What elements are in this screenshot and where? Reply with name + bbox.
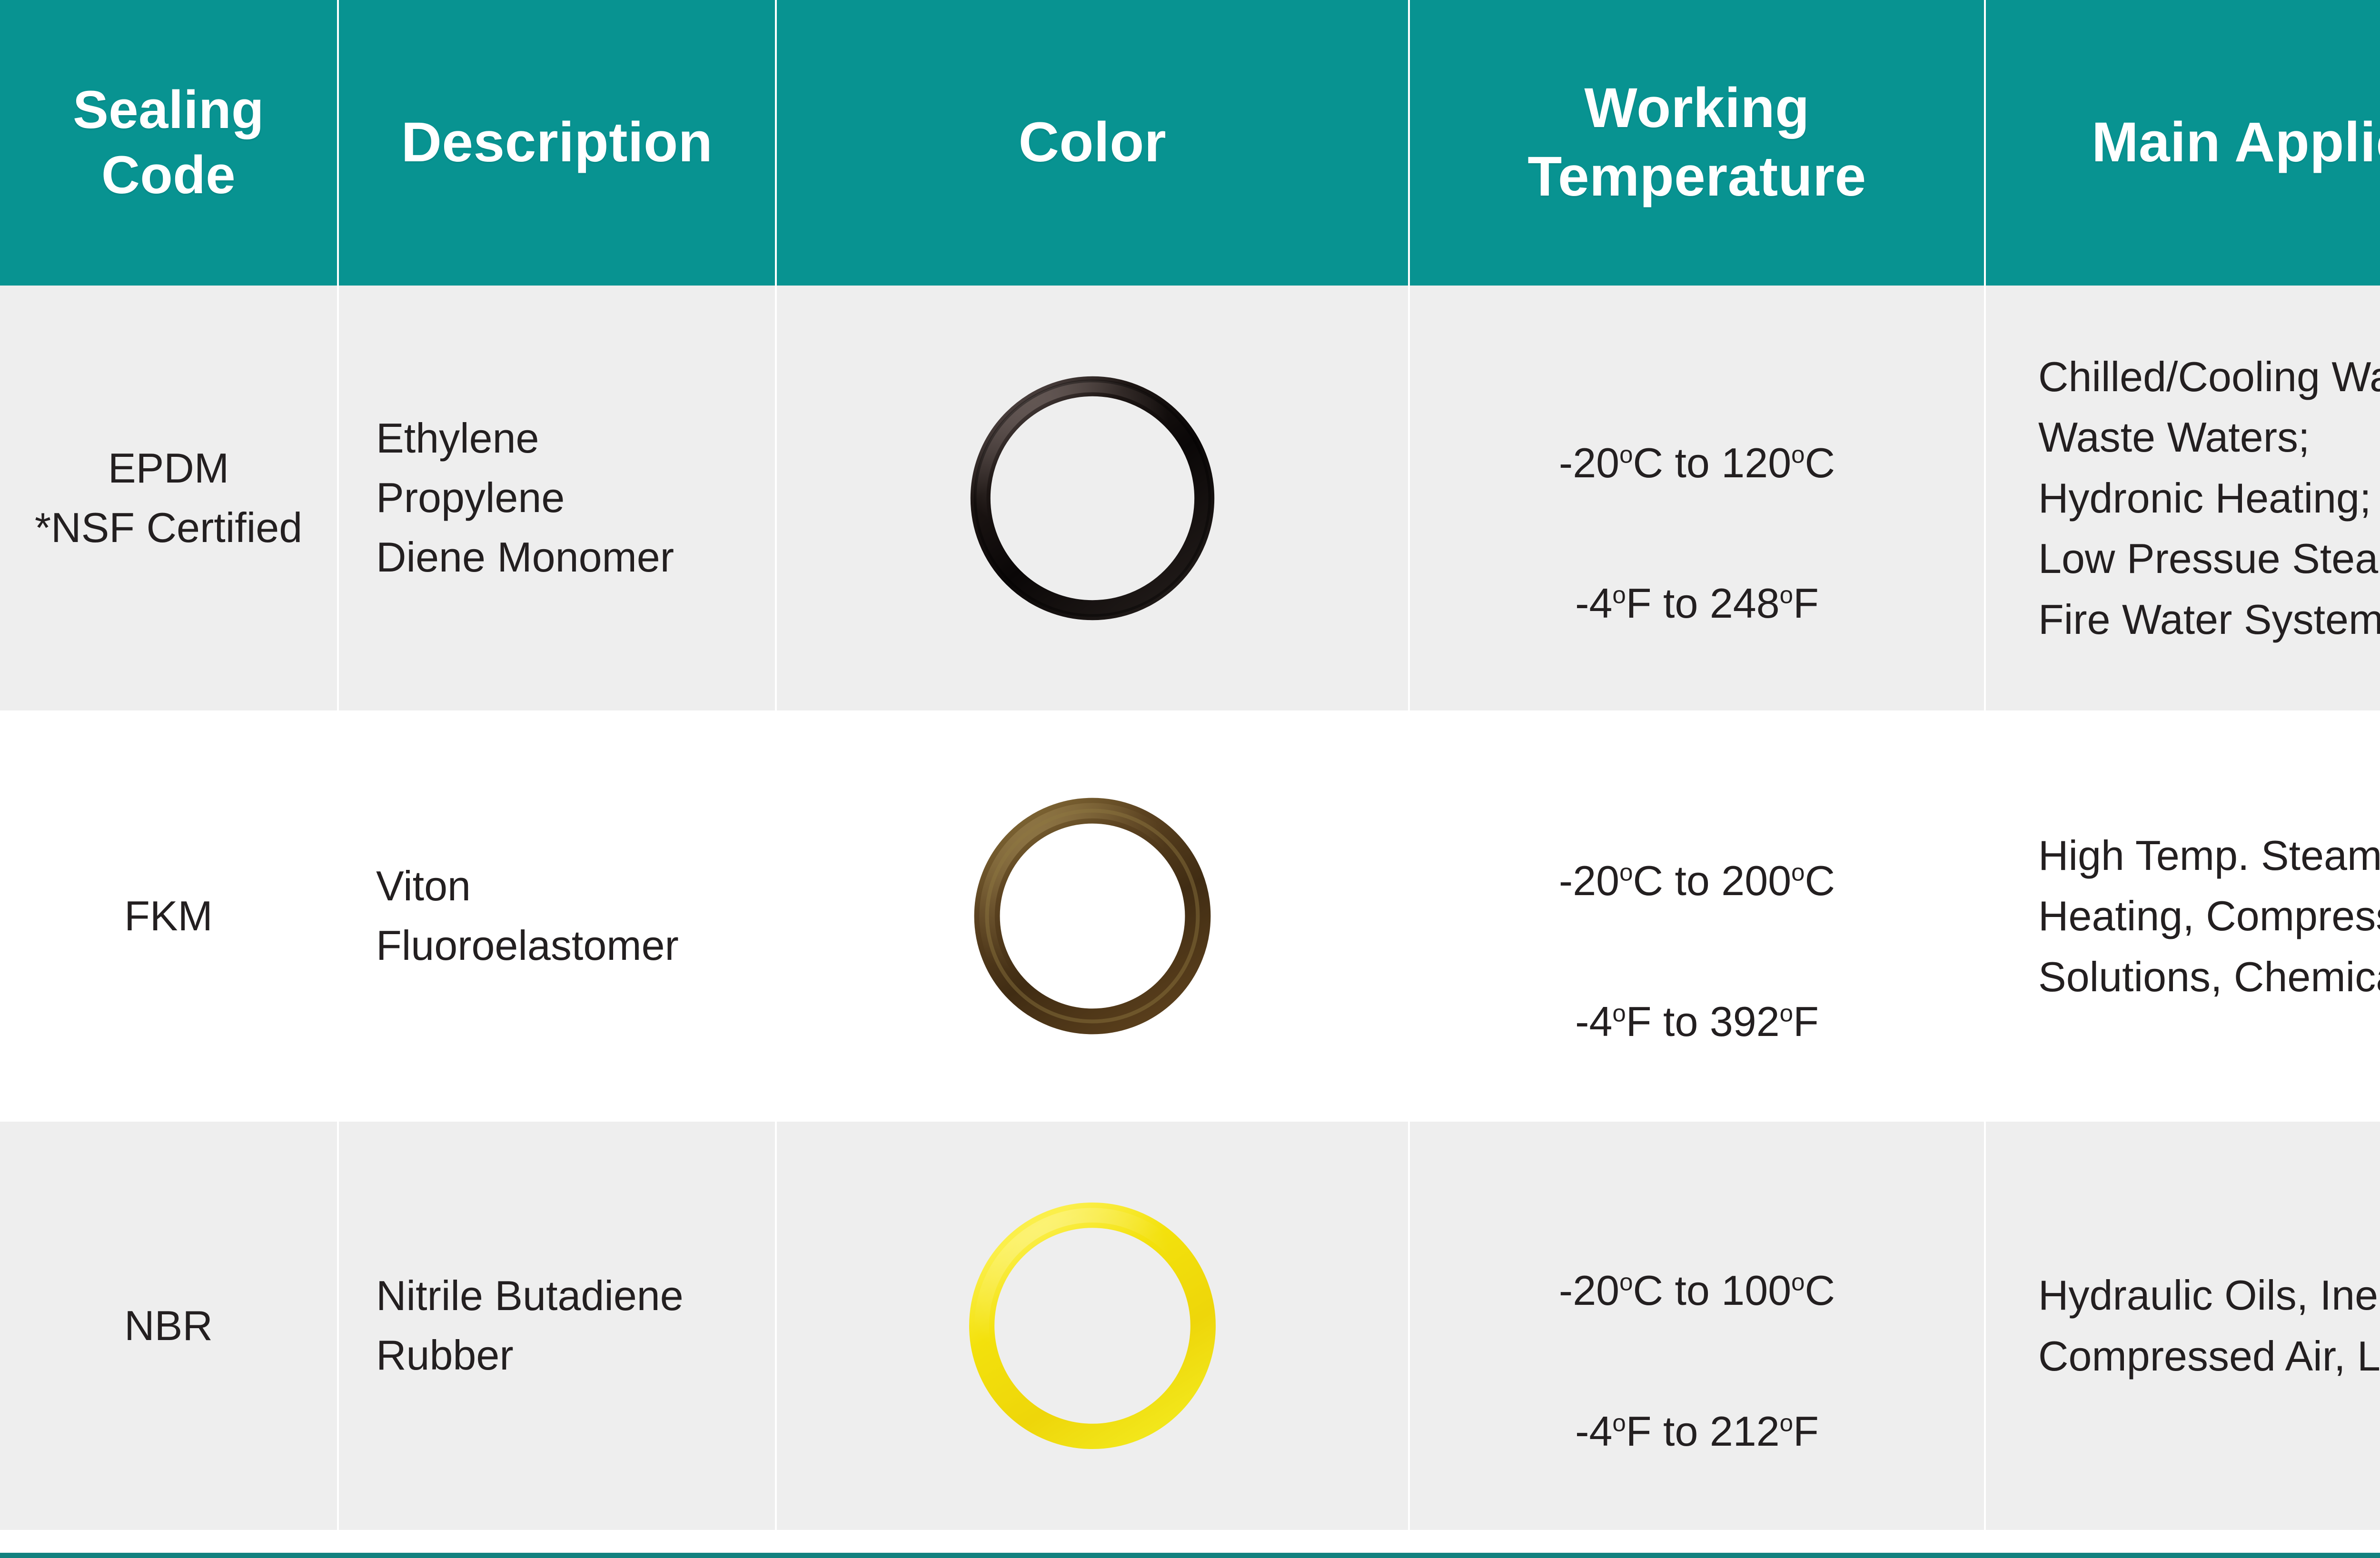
temp-celsius-line: -20oC to 200oC <box>1558 857 1835 905</box>
degree-symbol: o <box>1791 858 1805 886</box>
black-o-ring-icon <box>970 376 1215 620</box>
degree-symbol: o <box>1612 1409 1626 1437</box>
column-header-color-label: Color <box>1018 111 1167 174</box>
column-header-main-applicable-medium: Main Applicable Medium <box>1985 0 2380 286</box>
table-row: EPDM *NSF Certified Ethylene Propylene D… <box>0 286 2380 712</box>
temp-celsius-line: -20oC to 100oC <box>1558 1267 1835 1314</box>
cell-main-applicable-medium: High Temp. Steam & Gas, Solar, Heating, … <box>1985 711 2380 1122</box>
cell-sealing-code: EPDM *NSF Certified <box>0 286 339 712</box>
yellow-o-ring-icon <box>969 1203 1216 1449</box>
cell-main-applicable-medium: Hydraulic Oils, Inert Gases, Compressed … <box>1985 1121 2380 1532</box>
degree-symbol: o <box>1612 999 1626 1027</box>
table-row: NBR Nitrile Butadiene Rubber <box>0 1121 2380 1532</box>
cell-main-applicable-medium: Chilled/Cooling Water; Waste Waters; Hyd… <box>1985 286 2380 712</box>
table-body: EPDM *NSF Certified Ethylene Propylene D… <box>0 286 2380 1532</box>
degree-symbol: o <box>1779 582 1794 609</box>
degree-symbol: o <box>1779 1409 1794 1437</box>
cell-description: Nitrile Butadiene Rubber <box>338 1121 777 1532</box>
cell-color <box>776 711 1410 1122</box>
brown-o-ring-icon <box>974 798 1211 1035</box>
column-header-main-applicable-medium-label: Main Applicable Medium <box>2092 111 2380 174</box>
cell-sealing-code: NBR <box>0 1121 339 1532</box>
column-header-description-label: Description <box>401 111 713 174</box>
temp-fahrenheit-line: -4oF to 248oF <box>1575 580 1819 627</box>
degree-symbol: o <box>1619 858 1633 886</box>
table-bottom-accent-rule <box>0 1553 2380 1558</box>
degree-symbol: o <box>1612 582 1626 609</box>
o-ring-holder <box>777 788 1408 1045</box>
degree-symbol: o <box>1619 1268 1633 1296</box>
cell-description: Viton Fluoroelastomer <box>338 711 777 1122</box>
degree-symbol: o <box>1791 441 1805 468</box>
cell-description: Ethylene Propylene Diene Monomer <box>338 286 777 712</box>
temp-fahrenheit-line: -4oF to 392oF <box>1575 997 1819 1045</box>
column-header-sealing-code: Sealing Code <box>0 0 339 286</box>
o-ring-holder <box>777 365 1408 631</box>
degree-symbol: o <box>1791 1268 1805 1296</box>
cell-color <box>776 1121 1410 1532</box>
cell-working-temperature: -20oC to 200oC -4oF to 392oF <box>1409 711 1986 1122</box>
degree-symbol: o <box>1619 441 1633 468</box>
cell-working-temperature: -20oC to 120oC -4oF to 248oF <box>1409 286 1986 712</box>
column-header-working-temperature: Working Temperature <box>1409 0 1986 286</box>
table-row: FKM Viton Fluoroelastomer <box>0 711 2380 1122</box>
o-ring-holder <box>777 1193 1408 1459</box>
table-header: Sealing Code Description Color Working T… <box>0 0 2380 286</box>
table-header-row: Sealing Code Description Color Working T… <box>0 0 2380 286</box>
cell-working-temperature: -20oC to 100oC -4oF to 212oF <box>1409 1121 1986 1532</box>
column-header-color: Color <box>776 0 1410 286</box>
column-header-working-temperature-label: Working Temperature <box>1527 77 1866 208</box>
temp-celsius-line: -20oC to 120oC <box>1558 439 1835 486</box>
column-header-sealing-code-label: Sealing Code <box>73 80 264 205</box>
cell-color <box>776 286 1410 712</box>
column-header-description: Description <box>338 0 777 286</box>
temp-fahrenheit-line: -4oF to 212oF <box>1575 1407 1819 1455</box>
cell-sealing-code: FKM <box>0 711 339 1122</box>
degree-symbol: o <box>1779 999 1794 1027</box>
